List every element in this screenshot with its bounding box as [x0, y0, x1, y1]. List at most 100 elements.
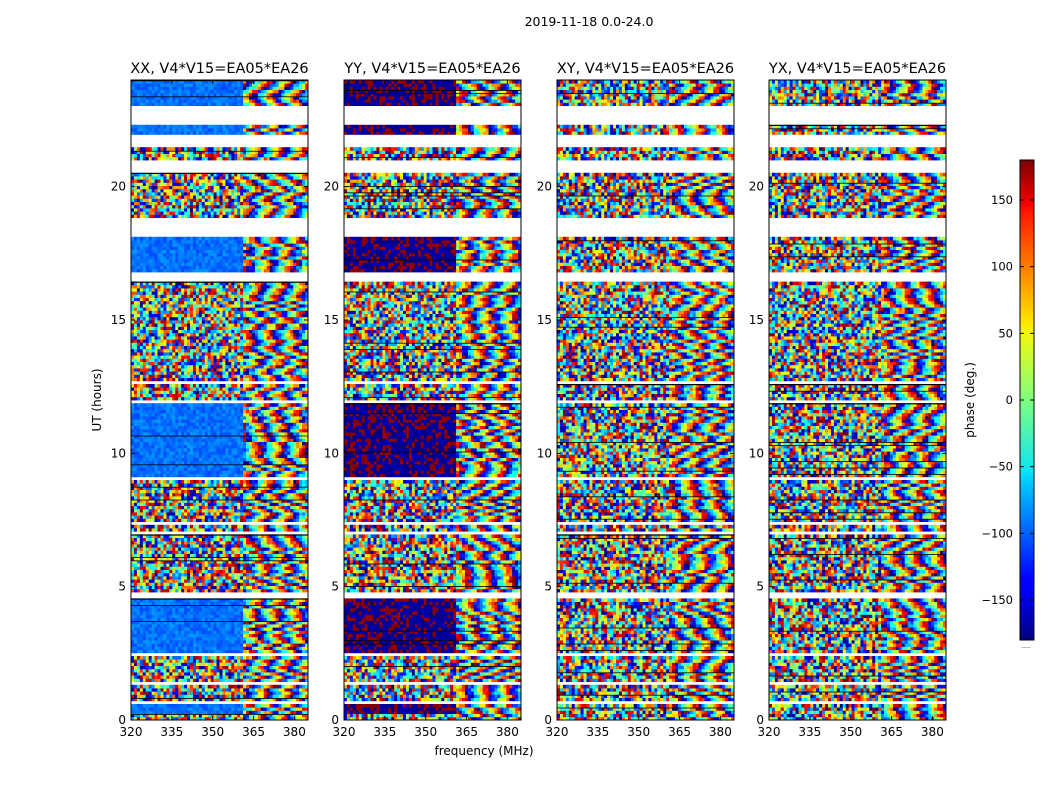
heatmap-cell — [172, 707, 175, 711]
heatmap-cell — [255, 672, 258, 676]
heatmap-cell — [279, 678, 282, 682]
heatmap-cell — [273, 656, 276, 660]
heatmap-cell — [152, 678, 155, 682]
heatmap-cell — [243, 691, 246, 695]
heatmap-cell — [261, 691, 264, 695]
heatmap-cell — [146, 675, 149, 679]
heatmap-cell — [302, 694, 305, 698]
heatmap-cell — [149, 710, 152, 714]
heatmap-cell — [243, 659, 246, 663]
heatmap-cell — [296, 672, 299, 676]
heatmap-cell — [281, 694, 284, 698]
heatmap-cell — [264, 704, 267, 708]
heatmap-cell — [140, 685, 143, 689]
heatmap-cell — [276, 685, 279, 689]
heatmap-cell — [161, 656, 164, 660]
heatmap-cell — [264, 678, 267, 682]
heatmap-cell — [158, 678, 161, 682]
heatmap-cell — [234, 688, 237, 692]
heatmap-cell — [296, 710, 299, 714]
heatmap-cell — [172, 666, 175, 670]
heatmap-cell — [161, 669, 164, 673]
heatmap-cell — [246, 707, 249, 711]
heatmap-cell — [158, 685, 161, 689]
heatmap-cell — [181, 688, 184, 692]
heatmap-cell — [264, 675, 267, 679]
heatmap-cell — [258, 669, 261, 673]
heatmap-cell — [287, 662, 290, 666]
heatmap-cell — [181, 704, 184, 708]
heatmap-cell — [255, 694, 258, 698]
heatmap-cell — [175, 678, 178, 682]
heatmap-cell — [193, 707, 196, 711]
heatmap-cell — [208, 688, 211, 692]
heatmap-cell — [252, 650, 255, 654]
heatmap-cell — [261, 678, 264, 682]
heatmap-cell — [293, 656, 296, 660]
heatmap-cell — [155, 694, 158, 698]
heatmap-cell — [220, 694, 223, 698]
heatmap-cell — [161, 659, 164, 663]
heatmap-cell — [199, 659, 202, 663]
heatmap-cell — [249, 672, 252, 676]
heatmap-cell — [246, 691, 249, 695]
heatmap-cell — [211, 672, 214, 676]
heatmap-cell — [149, 707, 152, 711]
heatmap-cell — [131, 694, 134, 698]
heatmap-cell — [187, 691, 190, 695]
heatmap-cell — [181, 669, 184, 673]
heatmap-cell — [155, 646, 158, 650]
heatmap-cell — [299, 675, 302, 679]
heatmap-cell — [175, 666, 178, 670]
heatmap-cell — [252, 656, 255, 660]
heatmap-cell — [137, 710, 140, 714]
heatmap-cell — [273, 707, 276, 711]
heatmap-cell — [166, 688, 169, 692]
heatmap-cell — [220, 710, 223, 714]
heatmap-cell — [158, 669, 161, 673]
heatmap-cell — [166, 669, 169, 673]
heatmap-cell — [143, 646, 146, 650]
heatmap-cell — [211, 688, 214, 692]
heatmap-cell — [211, 669, 214, 673]
heatmap-cell — [158, 666, 161, 670]
heatmap-cell — [279, 650, 282, 654]
heatmap-cell — [184, 672, 187, 676]
heatmap-cell — [296, 688, 299, 692]
heatmap-cell — [161, 662, 164, 666]
heatmap-cell — [249, 710, 252, 714]
heatmap-cell — [131, 650, 134, 654]
heatmap-cell — [270, 662, 273, 666]
heatmap-cell — [270, 672, 273, 676]
heatmap-cell — [267, 688, 270, 692]
heatmap-cell — [190, 694, 193, 698]
heatmap-cell — [155, 659, 158, 663]
heatmap-cell — [287, 710, 290, 714]
heatmap-cell — [199, 656, 202, 660]
heatmap-cell — [202, 707, 205, 711]
heatmap-cell — [276, 675, 279, 679]
heatmap-cell — [184, 707, 187, 711]
heatmap-cell — [181, 678, 184, 682]
heatmap-cell — [190, 685, 193, 689]
heatmap-cell — [217, 650, 220, 654]
heatmap-cell — [284, 707, 287, 711]
heatmap-cell — [184, 656, 187, 660]
heatmap-cell — [255, 710, 258, 714]
heatmap-cell — [267, 704, 270, 708]
heatmap-cell — [270, 688, 273, 692]
heatmap-cell — [146, 662, 149, 666]
heatmap-cell — [225, 694, 228, 698]
heatmap-cell — [267, 691, 270, 695]
heatmap-cell — [131, 704, 134, 708]
heatmap-cell — [152, 688, 155, 692]
heatmap-cell — [237, 704, 240, 708]
heatmap-cell — [196, 685, 199, 689]
heatmap-cell — [276, 672, 279, 676]
heatmap-cell — [131, 688, 134, 692]
heatmap-cell — [252, 659, 255, 663]
heatmap-cell — [155, 707, 158, 711]
heatmap-cell — [163, 656, 166, 660]
heatmap-cell — [287, 672, 290, 676]
heatmap-cell — [267, 675, 270, 679]
